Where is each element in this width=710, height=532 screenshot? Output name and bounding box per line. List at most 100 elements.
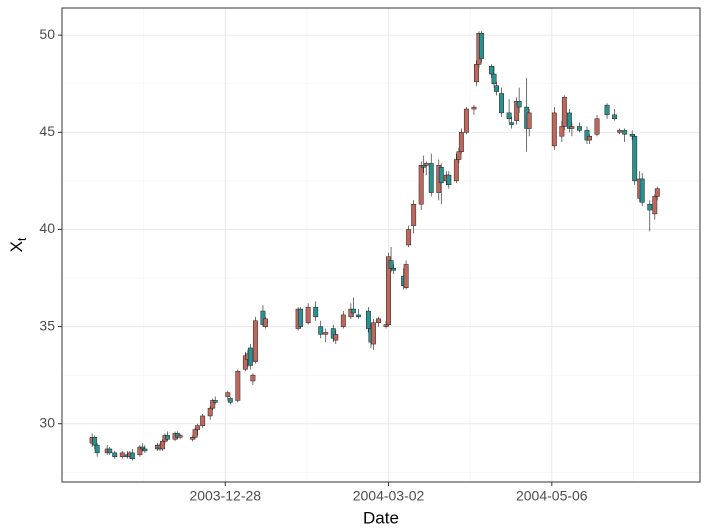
candle-body (383, 324, 389, 327)
y-tick-label: 45 (39, 123, 55, 139)
candle-body (604, 104, 610, 116)
candle-body (652, 196, 658, 215)
candle-body (561, 97, 567, 127)
candle-body (298, 308, 304, 327)
candle-body (629, 134, 635, 137)
candle-body (438, 167, 444, 184)
candle-body (516, 100, 522, 108)
candle-body (406, 229, 412, 246)
y-axis-title-main: X (7, 241, 26, 252)
candle-body (200, 415, 206, 426)
candle-body (92, 437, 98, 446)
candle-body (559, 126, 565, 137)
candle-body (318, 326, 324, 335)
candle-body (456, 151, 462, 160)
candle-body (112, 452, 118, 457)
candle-body (250, 374, 256, 382)
candle-body (386, 256, 391, 325)
candle-body (446, 174, 452, 186)
x-tick-label: 2004-05-06 (516, 488, 588, 504)
y-axis-title: Xt (7, 237, 29, 252)
candle-body (569, 126, 575, 129)
candle-body (371, 322, 376, 345)
candle-body (471, 106, 477, 110)
candle-body (509, 122, 515, 125)
panel-border (61, 7, 701, 483)
candle-body (247, 347, 253, 366)
candle-body (458, 132, 464, 153)
candle-body (622, 130, 628, 135)
candle-body (94, 444, 100, 454)
candle-body (210, 400, 216, 409)
candle-body (235, 371, 241, 401)
candle-body (212, 400, 218, 403)
candle-body (576, 126, 582, 131)
y-tick-label: 50 (39, 26, 55, 42)
candle-body (340, 314, 346, 327)
candle-body (551, 112, 557, 147)
candle-body (107, 448, 113, 454)
candle-body (142, 448, 148, 452)
candle-body (473, 64, 479, 83)
candle-body (207, 407, 213, 417)
y-tick-label: 40 (39, 220, 55, 236)
candle-body (411, 203, 417, 226)
candle-body (463, 108, 469, 133)
candle-body (350, 308, 356, 314)
candle-body (647, 203, 653, 211)
candle-body (227, 398, 233, 403)
candle-body (632, 135, 638, 182)
candle-body (355, 314, 361, 318)
candle-body (177, 435, 183, 438)
candle-body (119, 452, 125, 457)
candle-body (403, 264, 409, 288)
candle-body (388, 260, 394, 269)
x-tick-label: 2004-03-02 (353, 488, 425, 504)
candle-body (195, 425, 201, 430)
candle-body (587, 135, 592, 141)
candle-body (190, 437, 196, 440)
candle-body (323, 332, 329, 335)
candle-body (639, 178, 645, 203)
candle-body (479, 33, 484, 59)
candle-body (421, 165, 427, 168)
candles (89, 31, 660, 461)
candle-body (313, 306, 319, 318)
candle-body (333, 334, 339, 341)
y-tick-label: 35 (39, 317, 55, 333)
candle-body (365, 310, 371, 329)
candle-body (491, 73, 497, 85)
y-tick-label: 30 (39, 414, 55, 430)
candle-body (489, 66, 494, 75)
candle-body (506, 112, 512, 119)
candle-body (526, 112, 532, 129)
candle-body (499, 93, 505, 114)
candle-body (225, 392, 231, 397)
candle-body (160, 440, 165, 450)
grid (62, 8, 700, 482)
candle-body (566, 112, 572, 129)
candle-body (594, 118, 600, 135)
candle-body (428, 163, 434, 193)
candle-body (192, 429, 198, 438)
candle-body (453, 159, 459, 182)
candle-body (418, 165, 424, 205)
candle-body (165, 435, 170, 440)
candle-body (252, 320, 258, 362)
x-axis-title: Date (363, 508, 399, 527)
y-axis-title-subscript: t (15, 237, 29, 241)
candle-body (612, 114, 618, 119)
candle-body (129, 452, 135, 459)
candle-body (494, 85, 499, 92)
candle-body (391, 268, 397, 271)
candle-body (139, 446, 145, 450)
candle-body (305, 306, 311, 323)
candle-body (423, 163, 429, 166)
candle-body (263, 318, 268, 327)
candle-body (376, 318, 381, 323)
x-tick-label: 2003-12-28 (189, 488, 261, 504)
candle-body (654, 188, 660, 197)
candle-body (617, 130, 623, 133)
